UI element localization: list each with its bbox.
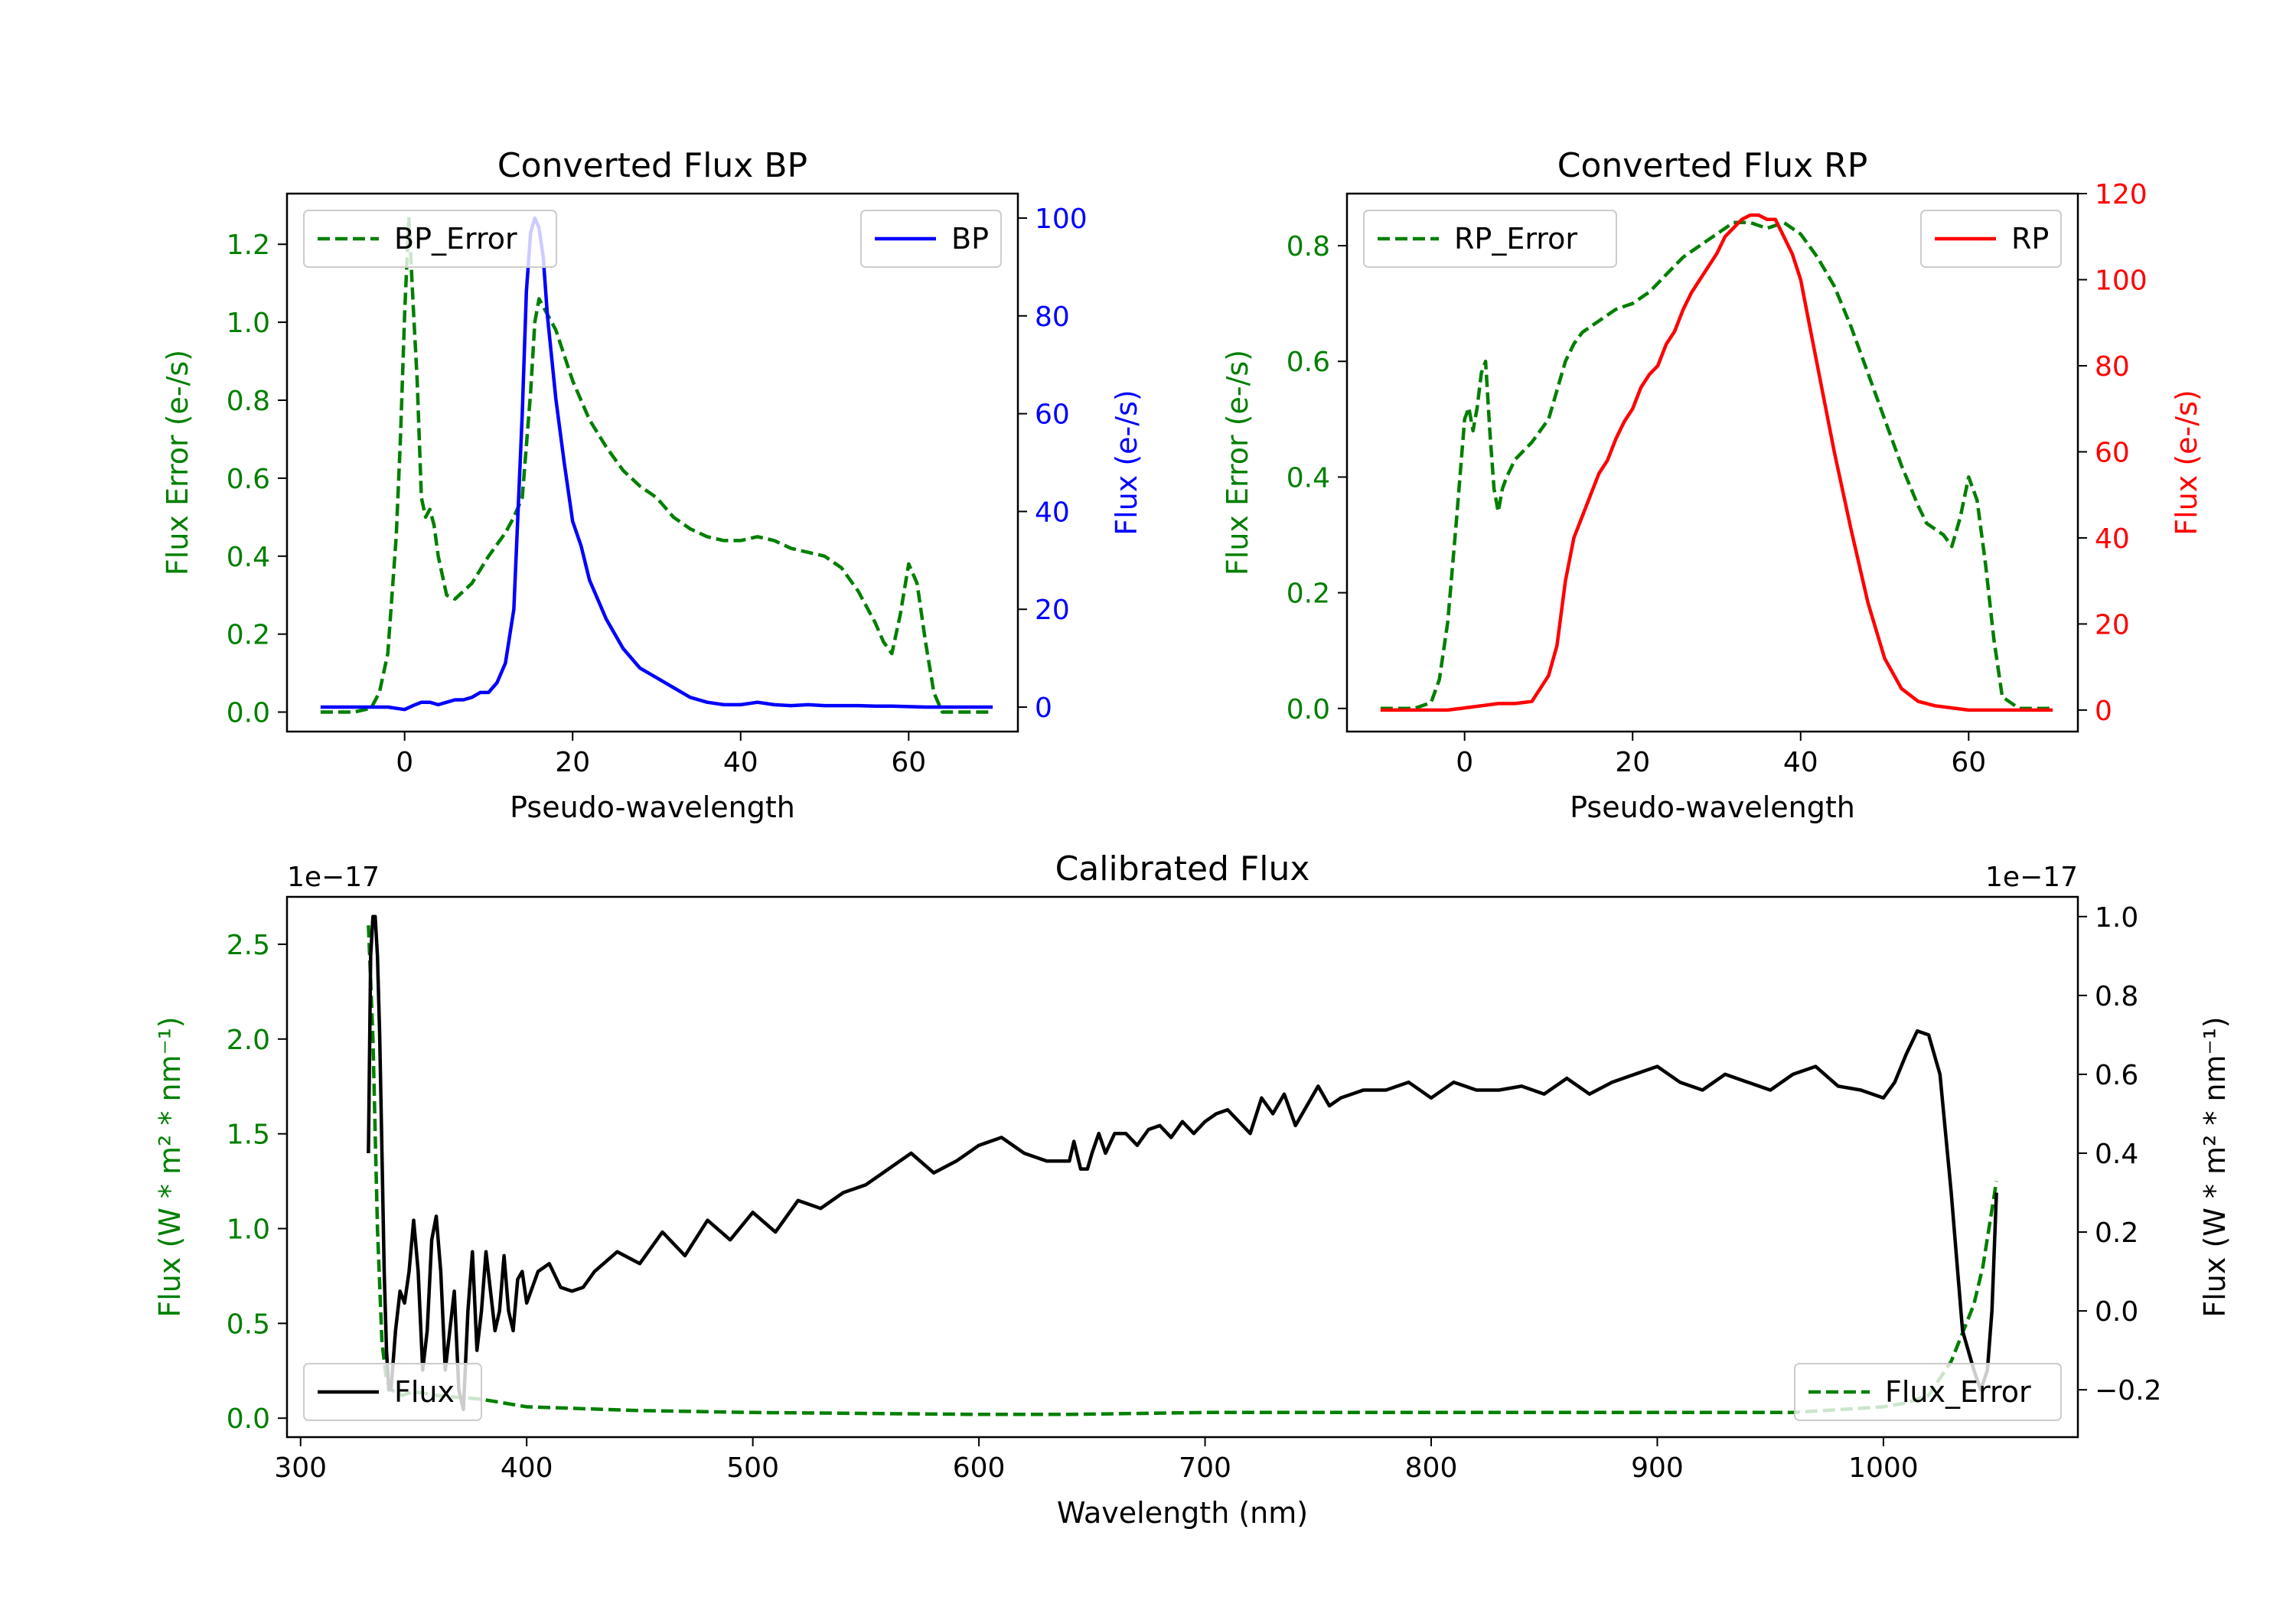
y-left-tick-label: 0.2: [227, 620, 270, 651]
chart-title: Converted Flux RP: [1557, 146, 1868, 185]
y-left-tick-label: 0.8: [227, 386, 270, 417]
y-left-tick-label: 0.0: [227, 1403, 270, 1435]
legend-label: BP_Error: [394, 222, 517, 256]
y-right-tick-label: 60: [1035, 399, 1070, 431]
chart-title: Calibrated Flux: [1055, 849, 1310, 888]
x-tick-label: 1000: [1848, 1452, 1919, 1484]
x-tick-label: 500: [726, 1452, 779, 1484]
legend-bp-error: BP_Error: [303, 210, 557, 268]
legend-bp: BP: [860, 210, 1002, 268]
y-right-tick-label: 0.2: [2095, 1217, 2138, 1249]
y-right-tick-label: 0.0: [2095, 1296, 2138, 1328]
y-left-tick-label: 2.5: [227, 930, 270, 961]
y-left-tick-label: 1.2: [227, 230, 270, 261]
y-left-tick-label: 0.4: [1287, 462, 1330, 494]
y-right-tick-label: 60: [2095, 437, 2130, 468]
y-left-tick-label: 1.5: [227, 1120, 270, 1151]
y-left-tick-label: 0.2: [1287, 579, 1330, 610]
series-line-bp-error: [320, 215, 993, 714]
axes-frame: [285, 192, 1019, 733]
x-tick-label: 60: [1951, 747, 1986, 778]
y-left-axis-label: Flux Error (e-/s): [161, 350, 194, 575]
legend-box: [1363, 210, 1617, 268]
legend-box: [1794, 1363, 2062, 1421]
y-left-tick-label: 0.5: [227, 1309, 270, 1340]
chart-cal: 300 400 500 600 700 800 900 1000 0.0 0.5 1.0 1.5 2.0…: [153, 849, 2232, 1530]
x-axis-label: Pseudo-wavelength: [1570, 790, 1855, 824]
legend-box: [303, 210, 557, 268]
chart-bp: 0 20 40 60 0.0 0.2 0.4 0.6 0.8 1.0 1.2 0 20 40 60 80 100…: [161, 146, 1143, 824]
y-right-tick-label: 40: [2095, 523, 2130, 555]
legend-label: RP_Error: [1454, 222, 1577, 256]
x-axis-label: Pseudo-wavelength: [510, 790, 795, 824]
y-right-axis-label: Flux (W * m² * nm⁻¹): [2198, 1016, 2232, 1317]
axes-frame: [285, 895, 2079, 1439]
y-right-tick-label: 0.4: [2095, 1139, 2138, 1170]
offset-text-right: 1e−17: [1985, 862, 2078, 893]
y-left-axis-label: Flux Error (e-/s): [1221, 350, 1254, 575]
y-right-tick-label: 100: [1035, 204, 1088, 235]
y-right-tick-label: 0.8: [2095, 981, 2138, 1012]
x-tick-label: 800: [1405, 1452, 1458, 1484]
chart-title: Converted Flux BP: [497, 146, 807, 185]
x-axis-label: Wavelength (nm): [1057, 1496, 1308, 1530]
y-right-tick-label: 0: [2095, 696, 2112, 727]
y-right-axis-label: Flux (e-/s): [2170, 390, 2203, 535]
x-tick-label: 600: [953, 1452, 1006, 1484]
x-tick-label: 0: [396, 747, 413, 778]
y-left-tick-label: 0.6: [1287, 347, 1330, 378]
y-right-tick-label: 80: [1035, 302, 1070, 333]
y-left-tick-label: 0.0: [1287, 694, 1330, 725]
legend-flux-error: Flux_Error: [1794, 1363, 2062, 1421]
x-tick-label: 700: [1179, 1452, 1231, 1484]
y-left-tick-label: 0.4: [227, 542, 270, 573]
y-right-axis-label: Flux (e-/s): [1110, 390, 1143, 535]
y-left-tick-label: 1.0: [227, 1214, 270, 1246]
x-tick-label: 20: [1615, 747, 1650, 778]
legend-label: BP: [951, 222, 989, 256]
x-tick-label: 900: [1631, 1452, 1684, 1484]
y-right-tick-label: 0: [1035, 693, 1052, 724]
y-right-tick-label: 100: [2095, 265, 2148, 296]
legend-label: Flux: [394, 1375, 455, 1409]
series-line-flux: [367, 914, 1998, 1412]
legend-box: [303, 1363, 482, 1421]
legend-flux: Flux: [303, 1363, 482, 1421]
y-left-tick-label: 0.0: [227, 698, 270, 729]
series-line-rp: [1380, 213, 2053, 712]
y-left-axis-label: Flux (W * m² * nm⁻¹): [153, 1016, 187, 1317]
x-tick-label: 40: [723, 747, 758, 778]
y-right-tick-label: 120: [2095, 179, 2148, 210]
legend-rp-error: RP_Error: [1363, 210, 1617, 268]
y-right-tick-label: 1.0: [2095, 902, 2138, 934]
chart-rp: 0 20 40 60 0.0 0.2 0.4 0.6 0.8 0 20 40 60 80 100 120 Con…: [1221, 146, 2203, 824]
y-right-tick-label: 40: [1035, 497, 1070, 528]
axes-frame: [1345, 192, 2079, 733]
y-right-tick-label: 80: [2095, 351, 2130, 383]
y-right-tick-label: −0.2: [2095, 1375, 2161, 1407]
x-tick-label: 20: [555, 747, 590, 778]
legend-label: RP: [2011, 222, 2049, 256]
y-right-tick-label: 20: [1035, 595, 1070, 626]
series-line-rp-error: [1380, 220, 2053, 711]
x-tick-label: 40: [1783, 747, 1818, 778]
y-right-tick-label: 0.6: [2095, 1060, 2138, 1091]
offset-text-left: 1e−17: [287, 862, 380, 893]
x-tick-label: 0: [1456, 747, 1473, 778]
x-tick-label: 400: [501, 1452, 553, 1484]
y-left-tick-label: 0.6: [227, 464, 270, 495]
y-left-tick-label: 1.0: [227, 308, 270, 339]
legend-rp: RP: [1920, 210, 2062, 268]
x-tick-label: 60: [891, 747, 926, 778]
x-tick-label: 300: [274, 1452, 327, 1484]
legend-label: Flux_Error: [1885, 1375, 2031, 1409]
y-left-tick-label: 0.8: [1287, 231, 1330, 262]
series-line-flux-error: [367, 925, 1998, 1416]
y-right-tick-label: 20: [2095, 609, 2130, 641]
y-left-tick-label: 2.0: [227, 1025, 270, 1056]
series-line-bp: [320, 216, 993, 712]
